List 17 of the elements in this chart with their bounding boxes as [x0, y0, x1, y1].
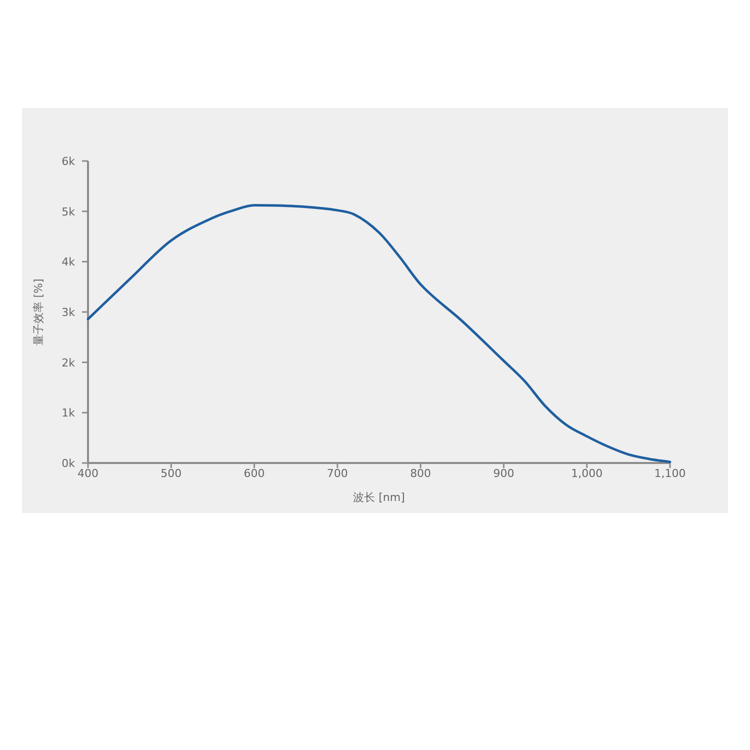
y-tick-label: 1k: [62, 406, 76, 420]
x-tick-label: 800: [410, 467, 432, 480]
y-axis-title: 量子效率 [%]: [32, 278, 45, 346]
x-tick-label: 500: [160, 467, 182, 480]
y-tick-label: 2k: [62, 356, 76, 370]
x-tick-label: 1,100: [654, 467, 686, 480]
x-tick-label: 1,000: [571, 467, 603, 480]
x-tick-label: 600: [244, 467, 265, 480]
y-tick-label: 5k: [62, 205, 76, 218]
x-tick-label: 400: [78, 467, 98, 480]
y-tick-label: 3k: [62, 306, 76, 319]
y-tick-label: 0k: [62, 457, 76, 470]
y-tick-label: 6k: [62, 155, 76, 168]
x-tick-label: 700: [326, 467, 348, 480]
x-axis-title: 波长 [nm]: [353, 491, 405, 504]
y-tick-label: 4k: [62, 256, 76, 269]
x-tick-label: 900: [493, 467, 514, 480]
